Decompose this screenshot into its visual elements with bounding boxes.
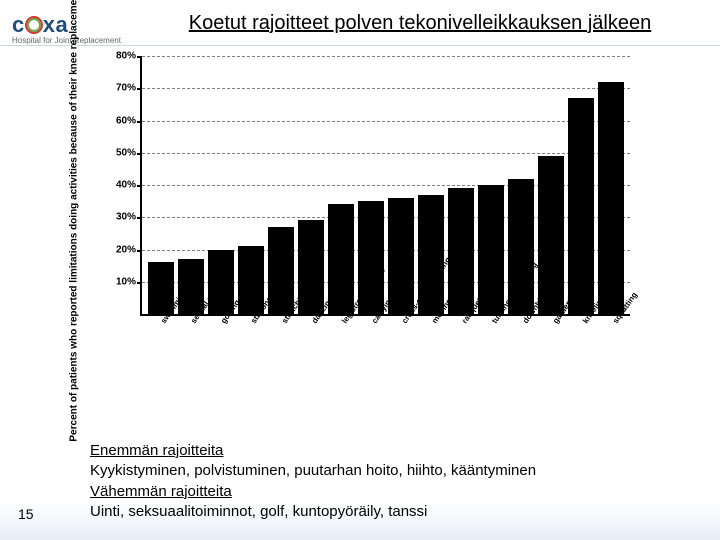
gridline	[142, 88, 630, 89]
x-tick-label: kneeling	[568, 318, 594, 386]
y-tick-mark	[137, 217, 142, 219]
x-tick-label: sexual activities	[176, 318, 202, 386]
x-tick-label: moving laterally	[417, 318, 443, 386]
gridline	[142, 153, 630, 154]
header: cxa Hospital for Joint Replacement Koetu…	[0, 0, 720, 46]
gridline	[142, 56, 630, 57]
less-limits-text: Uinti, seksuaalitoiminnot, golf, kuntopy…	[90, 503, 427, 520]
gridline	[142, 250, 630, 251]
gridline	[142, 121, 630, 122]
x-tick-label: downhill skiing	[508, 318, 534, 386]
logo-suffix: xa	[43, 12, 68, 37]
y-tick-mark	[137, 121, 142, 123]
logo-circle-icon	[25, 16, 43, 34]
x-tick-label: turning and cutting	[477, 318, 503, 386]
x-tick-label: golfing	[206, 318, 232, 386]
x-tick-label: swimming	[146, 318, 172, 386]
y-tick-mark	[137, 56, 142, 58]
page-title: Koetut rajoitteet polven tekonivelleikka…	[132, 8, 708, 42]
x-tick-label: gardening	[538, 318, 564, 386]
gridline	[142, 217, 630, 218]
x-tick-label: racquet sports	[447, 318, 473, 386]
y-tick-mark	[137, 185, 142, 187]
chart: Percent of patients who reported limitat…	[80, 46, 640, 386]
y-tick-mark	[137, 153, 142, 155]
logo-prefix: c	[12, 12, 25, 37]
y-tick-mark	[137, 250, 142, 252]
y-axis-label: Percent of patients who reported limitat…	[69, 0, 80, 442]
more-limits-text: Kyykistyminen, polvistuminen, puutarhan …	[90, 462, 536, 479]
x-tick-label: carrying weight	[357, 318, 383, 386]
x-tick-label: stationary biking	[236, 318, 262, 386]
x-tick-label: stretching	[267, 318, 293, 386]
x-labels: swimmingsexual activitiesgolfingstationa…	[140, 318, 630, 386]
x-tick-label: dancing	[297, 318, 323, 386]
y-tick-mark	[137, 88, 142, 90]
more-limits-label: Enemmän rajoitteita	[90, 442, 223, 459]
x-tick-label: leg strengthening	[327, 318, 353, 386]
slide-number: 15	[18, 506, 34, 522]
gridline	[142, 185, 630, 186]
x-tick-label: squatting	[598, 318, 624, 386]
bar	[598, 82, 624, 314]
footer-text: Enemmän rajoitteita Kyykistyminen, polvi…	[90, 441, 700, 522]
x-tick-label: cross-country skiing	[387, 318, 413, 386]
less-limits-label: Vähemmän rajoitteita	[90, 483, 232, 500]
y-tick-mark	[137, 282, 142, 284]
